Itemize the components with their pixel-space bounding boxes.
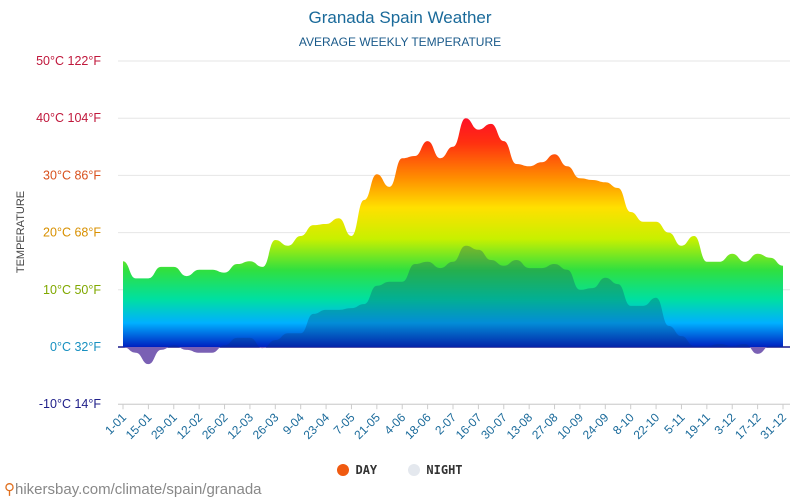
- x-tick-label: 13-08: [504, 410, 536, 442]
- chart-subtitle: AVERAGE WEEKLY TEMPERATURE: [298, 35, 502, 49]
- x-tick-label: 30-07: [478, 410, 510, 442]
- x-tick-label: 24-09: [580, 410, 612, 442]
- x-tick-label: 18-06: [402, 410, 434, 442]
- x-tick-label: 19-11: [682, 410, 713, 441]
- y-tick-label: 30°C 86°F: [43, 168, 101, 182]
- legend: DAY NIGHT: [0, 463, 800, 477]
- x-tick-label: 12-02: [174, 410, 206, 442]
- chart-title: Granada Spain Weather: [308, 8, 492, 27]
- x-tick-label: 22-10: [631, 410, 663, 442]
- x-tick-label: 12-03: [224, 410, 256, 442]
- y-axis-title: TEMPERATURE: [15, 191, 27, 273]
- night-below-zero-area: [123, 347, 783, 365]
- x-tick-label: 29-01: [148, 410, 180, 442]
- x-tick-label: 26-03: [250, 410, 282, 442]
- legend-item-day[interactable]: DAY: [337, 463, 377, 477]
- source-link[interactable]: ⚲hikersbay.com/climate/spain/granada: [4, 480, 262, 498]
- x-tick-label: 17-12: [732, 410, 764, 442]
- y-tick-label: -10°C 14°F: [39, 397, 101, 411]
- x-tick-label: 21-05: [351, 410, 383, 442]
- source-url: hikersbay.com/climate/spain/granada: [15, 481, 262, 498]
- legend-item-night[interactable]: NIGHT: [408, 463, 463, 477]
- x-tick-label: 16-07: [453, 410, 485, 442]
- x-tick-label: 15-01: [123, 410, 155, 442]
- chart-plot: 50°C 122°F 40°C 104°F 30°C 86°F 20°C 68°F 10…: [15, 54, 790, 442]
- x-tick-label: 10-09: [554, 410, 586, 442]
- location-pin-icon: ⚲: [4, 481, 15, 498]
- y-tick-label: 20°C 68°F: [43, 226, 101, 240]
- night-temperature-area: [123, 245, 783, 347]
- legend-day-marker: [337, 464, 350, 476]
- x-tick-label: 26-02: [199, 410, 231, 442]
- y-tick-label: 50°C 122°F: [36, 54, 101, 68]
- day-temperature-area: [123, 118, 783, 347]
- x-tick-label: 23-04: [301, 410, 333, 442]
- x-tick-label: 31-12: [758, 410, 790, 442]
- legend-night-label: NIGHT: [426, 463, 463, 477]
- legend-day-label: DAY: [355, 463, 378, 477]
- x-tick-label: 27-08: [529, 410, 561, 442]
- legend-night-marker: [408, 464, 421, 476]
- y-tick-label: 40°C 104°F: [36, 111, 101, 125]
- y-tick-label: 10°C 50°F: [43, 283, 101, 297]
- y-tick-label: 0°C 32°F: [50, 340, 101, 354]
